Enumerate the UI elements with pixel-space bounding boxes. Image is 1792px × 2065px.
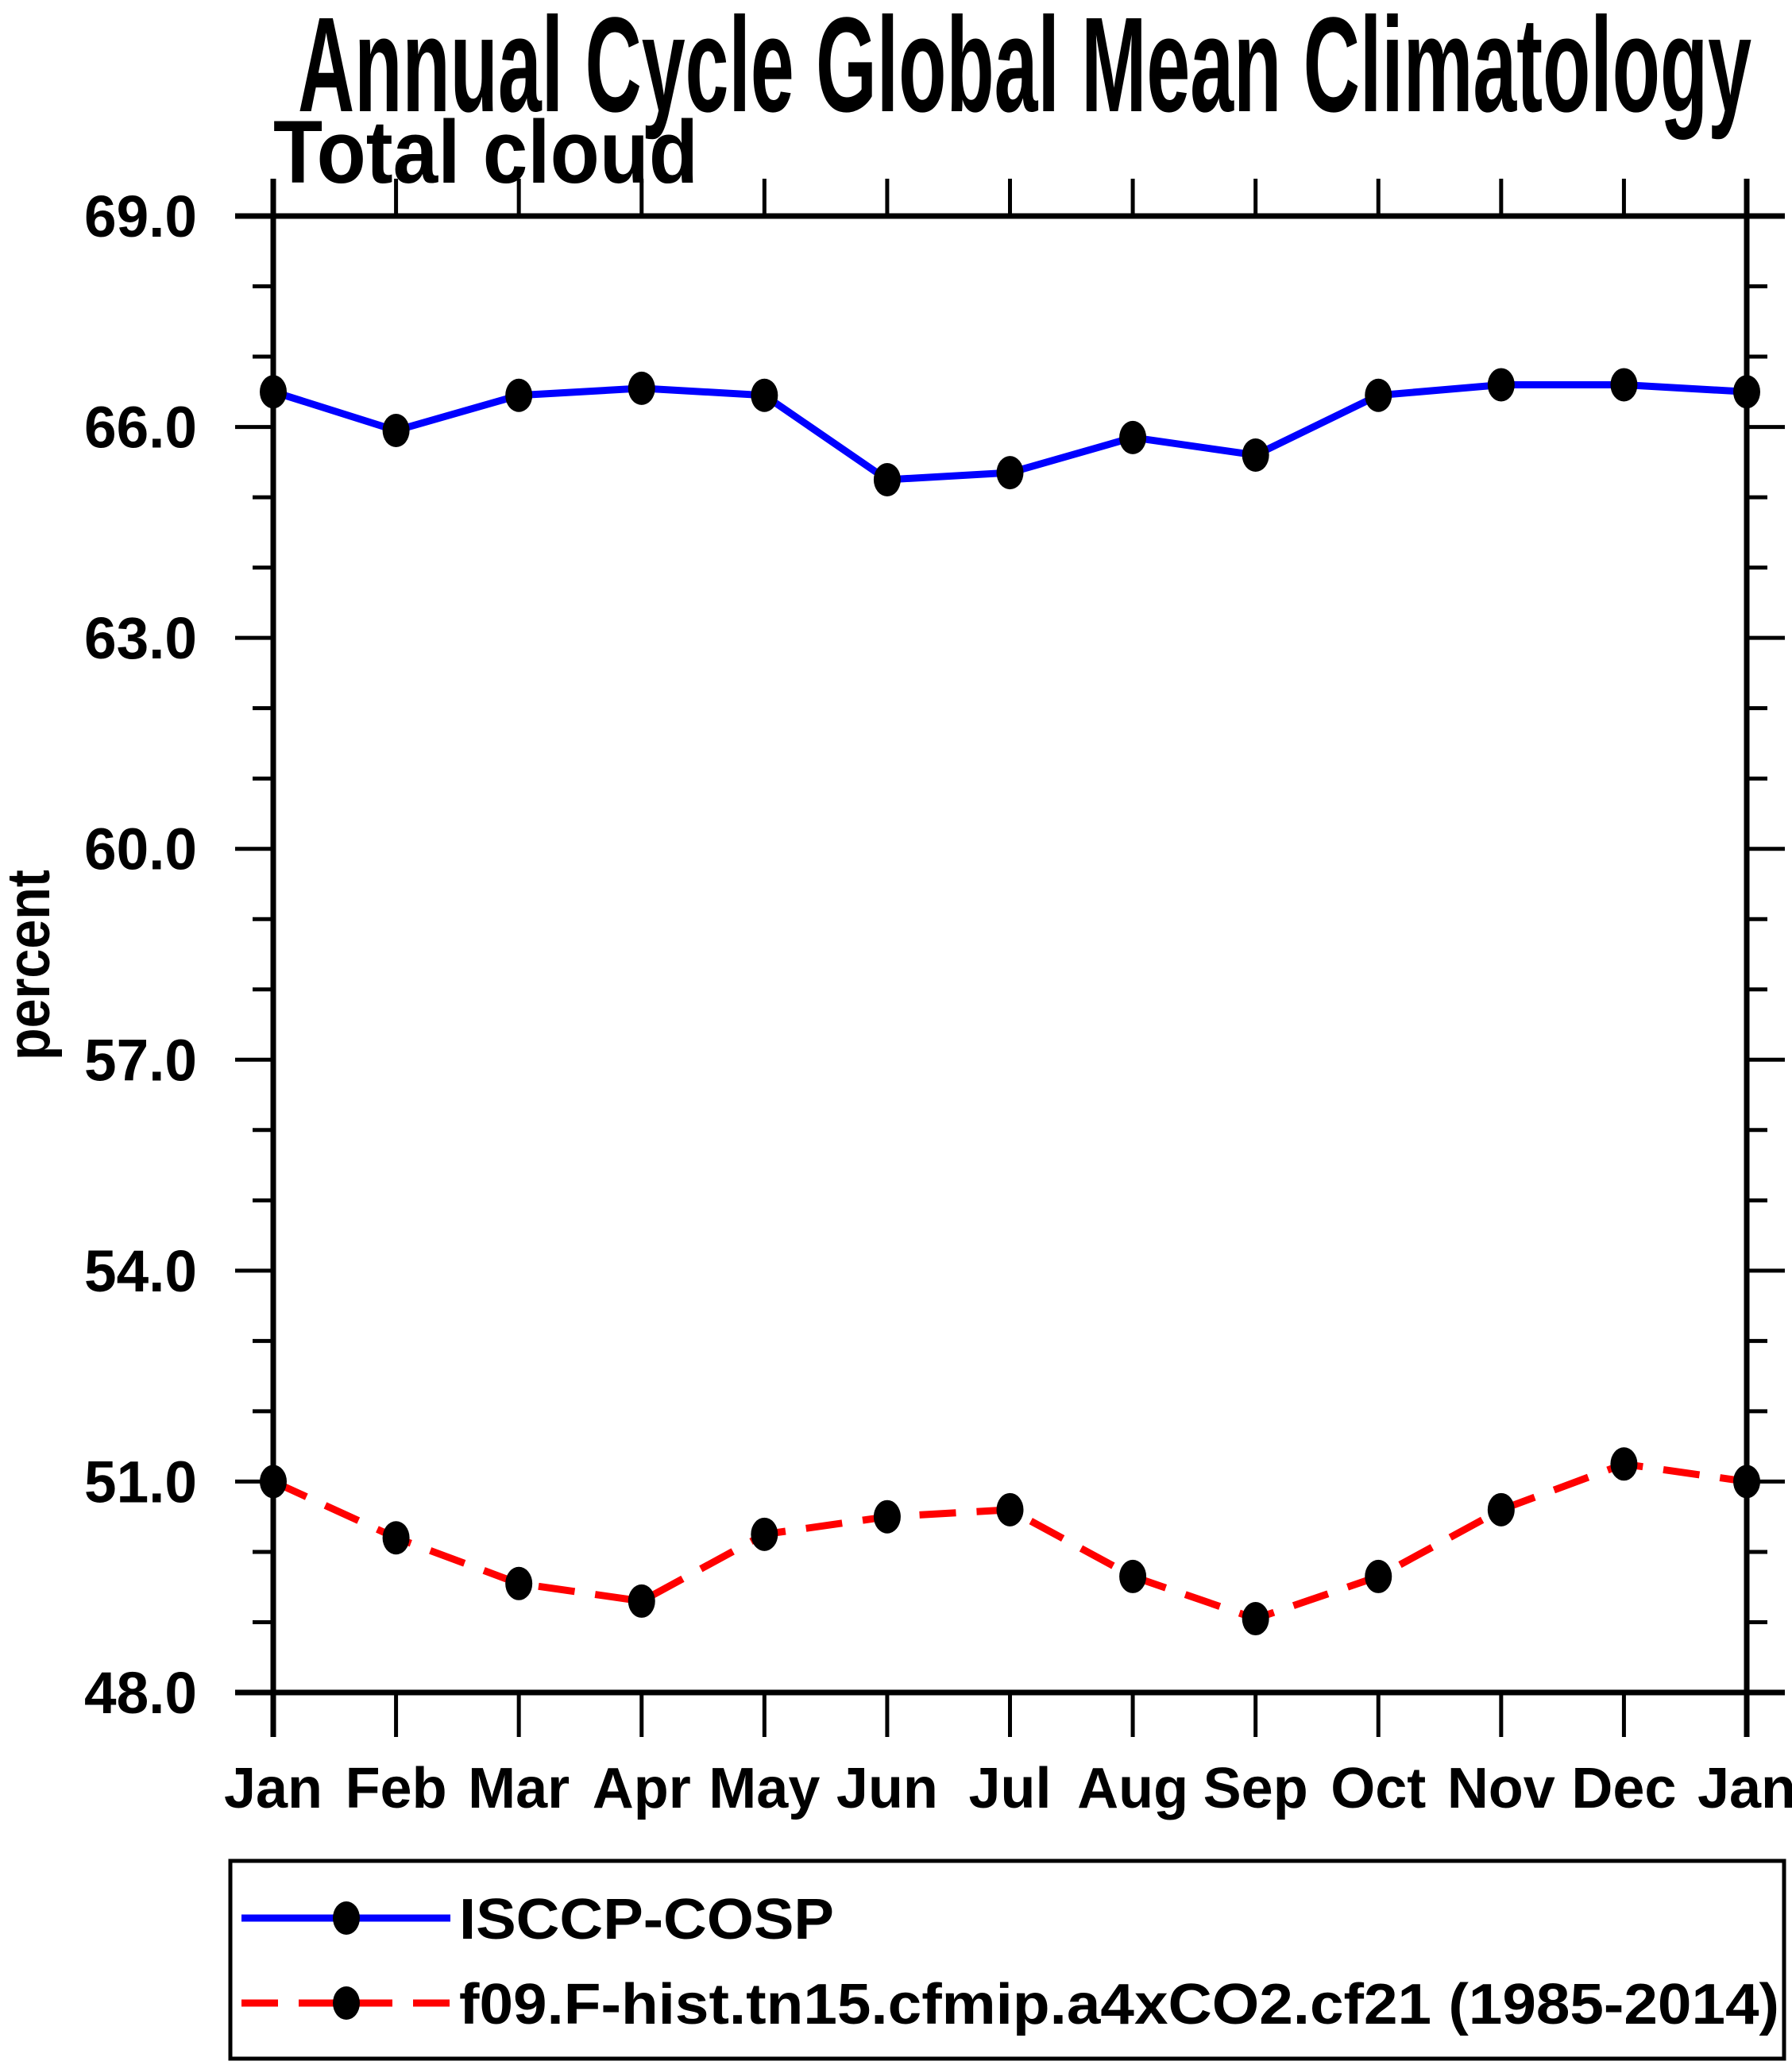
- y-tick-label: 51.0: [84, 1449, 197, 1515]
- axes: 48.0 51.0 54.0 57.0 60.0 63.0 66.0 69.0 Jan Feb Ma…: [84, 179, 1792, 1820]
- legend: ISCCP-COSP f09.F-hist.tn15.cfmip.a4xCO2.…: [228, 1858, 1786, 2061]
- data-point-marker: [505, 378, 533, 412]
- x-tick-label: Oct: [1330, 1757, 1426, 1820]
- data-point-marker: [1119, 1559, 1147, 1593]
- data-point-marker: [1733, 375, 1760, 409]
- y-tick-label: 48.0: [84, 1660, 197, 1726]
- legend-entry-observation: ISCCP-COSP: [241, 1888, 834, 1951]
- data-point-marker: [751, 378, 778, 412]
- chart-subtitle: Total cloud: [273, 102, 698, 202]
- data-point-marker: [1119, 420, 1147, 454]
- data-point-marker: [1487, 1492, 1515, 1527]
- data-series: [260, 368, 1760, 1636]
- x-tick-label: Jun: [836, 1757, 938, 1820]
- x-tick-label: Apr: [593, 1757, 691, 1820]
- y-tick-label: 60.0: [84, 816, 197, 882]
- data-point-marker: [1487, 368, 1515, 402]
- data-point-marker: [628, 371, 655, 405]
- data-point-marker: [382, 413, 410, 447]
- legend-marker-dot: [333, 1986, 360, 2020]
- y-tick-label: 57.0: [84, 1027, 197, 1093]
- x-tick-label: Nov: [1447, 1757, 1555, 1820]
- x-tick-label: Jan: [224, 1757, 322, 1820]
- data-point-marker: [996, 1492, 1024, 1527]
- data-point-marker: [1242, 438, 1269, 472]
- data-point-marker: [382, 1521, 410, 1555]
- data-point-marker: [505, 1566, 533, 1600]
- data-point-marker: [1610, 1447, 1638, 1481]
- x-tick-label: Dec: [1571, 1757, 1676, 1820]
- x-tick-label: Jan: [1697, 1757, 1792, 1820]
- data-point-marker: [1365, 1559, 1392, 1593]
- y-tick-label: 54.0: [84, 1238, 197, 1304]
- y-axis-title: percent: [0, 870, 63, 1060]
- data-point-marker: [1365, 378, 1392, 412]
- y-tick-label: 66.0: [84, 395, 197, 461]
- x-tick-label: Mar: [468, 1757, 570, 1820]
- data-point-marker: [996, 456, 1024, 490]
- data-point-marker: [873, 1500, 901, 1534]
- legend-entry-model: f09.F-hist.tn15.cfmip.a4xCO2.cf21 (1985-…: [241, 1973, 1779, 2036]
- legend-label-model-run: f09.F-hist.tn15.cfmip.a4xCO2.cf21 (1985-…: [459, 1973, 1779, 2036]
- data-point-marker: [260, 375, 287, 409]
- data-point-marker: [628, 1584, 655, 1618]
- data-point-marker: [1242, 1602, 1269, 1636]
- data-point-marker: [873, 462, 901, 496]
- data-point-marker: [260, 1465, 287, 1499]
- y-tick-label: 63.0: [84, 605, 197, 671]
- data-point-marker: [1733, 1465, 1760, 1499]
- x-tick-label: May: [709, 1757, 820, 1820]
- x-tick-label: Feb: [346, 1757, 447, 1820]
- x-tick-label: Jul: [968, 1757, 1051, 1820]
- y-tick-label: 69.0: [84, 183, 197, 249]
- x-tick-label: Aug: [1077, 1757, 1188, 1820]
- legend-marker-dot: [333, 1901, 360, 1935]
- x-tick-label: Sep: [1203, 1757, 1308, 1820]
- data-point-marker: [1610, 368, 1638, 402]
- chart-title: Annual Cycle Global Mean Climatology: [298, 0, 1751, 141]
- data-point-marker: [751, 1517, 778, 1551]
- legend-box: [228, 1858, 1786, 2061]
- legend-label-isccp-cosp: ISCCP-COSP: [459, 1888, 834, 1951]
